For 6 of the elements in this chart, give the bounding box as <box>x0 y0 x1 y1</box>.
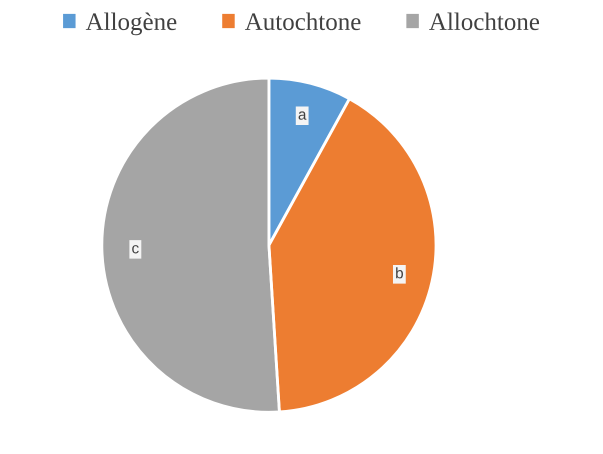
legend-label: Allochtone <box>429 12 540 30</box>
legend-label: Autochtone <box>244 12 360 30</box>
data-label: b <box>396 267 403 278</box>
data-label: c <box>132 245 139 254</box>
legend-label: Allogène <box>86 12 176 36</box>
data-label: a <box>298 111 306 120</box>
